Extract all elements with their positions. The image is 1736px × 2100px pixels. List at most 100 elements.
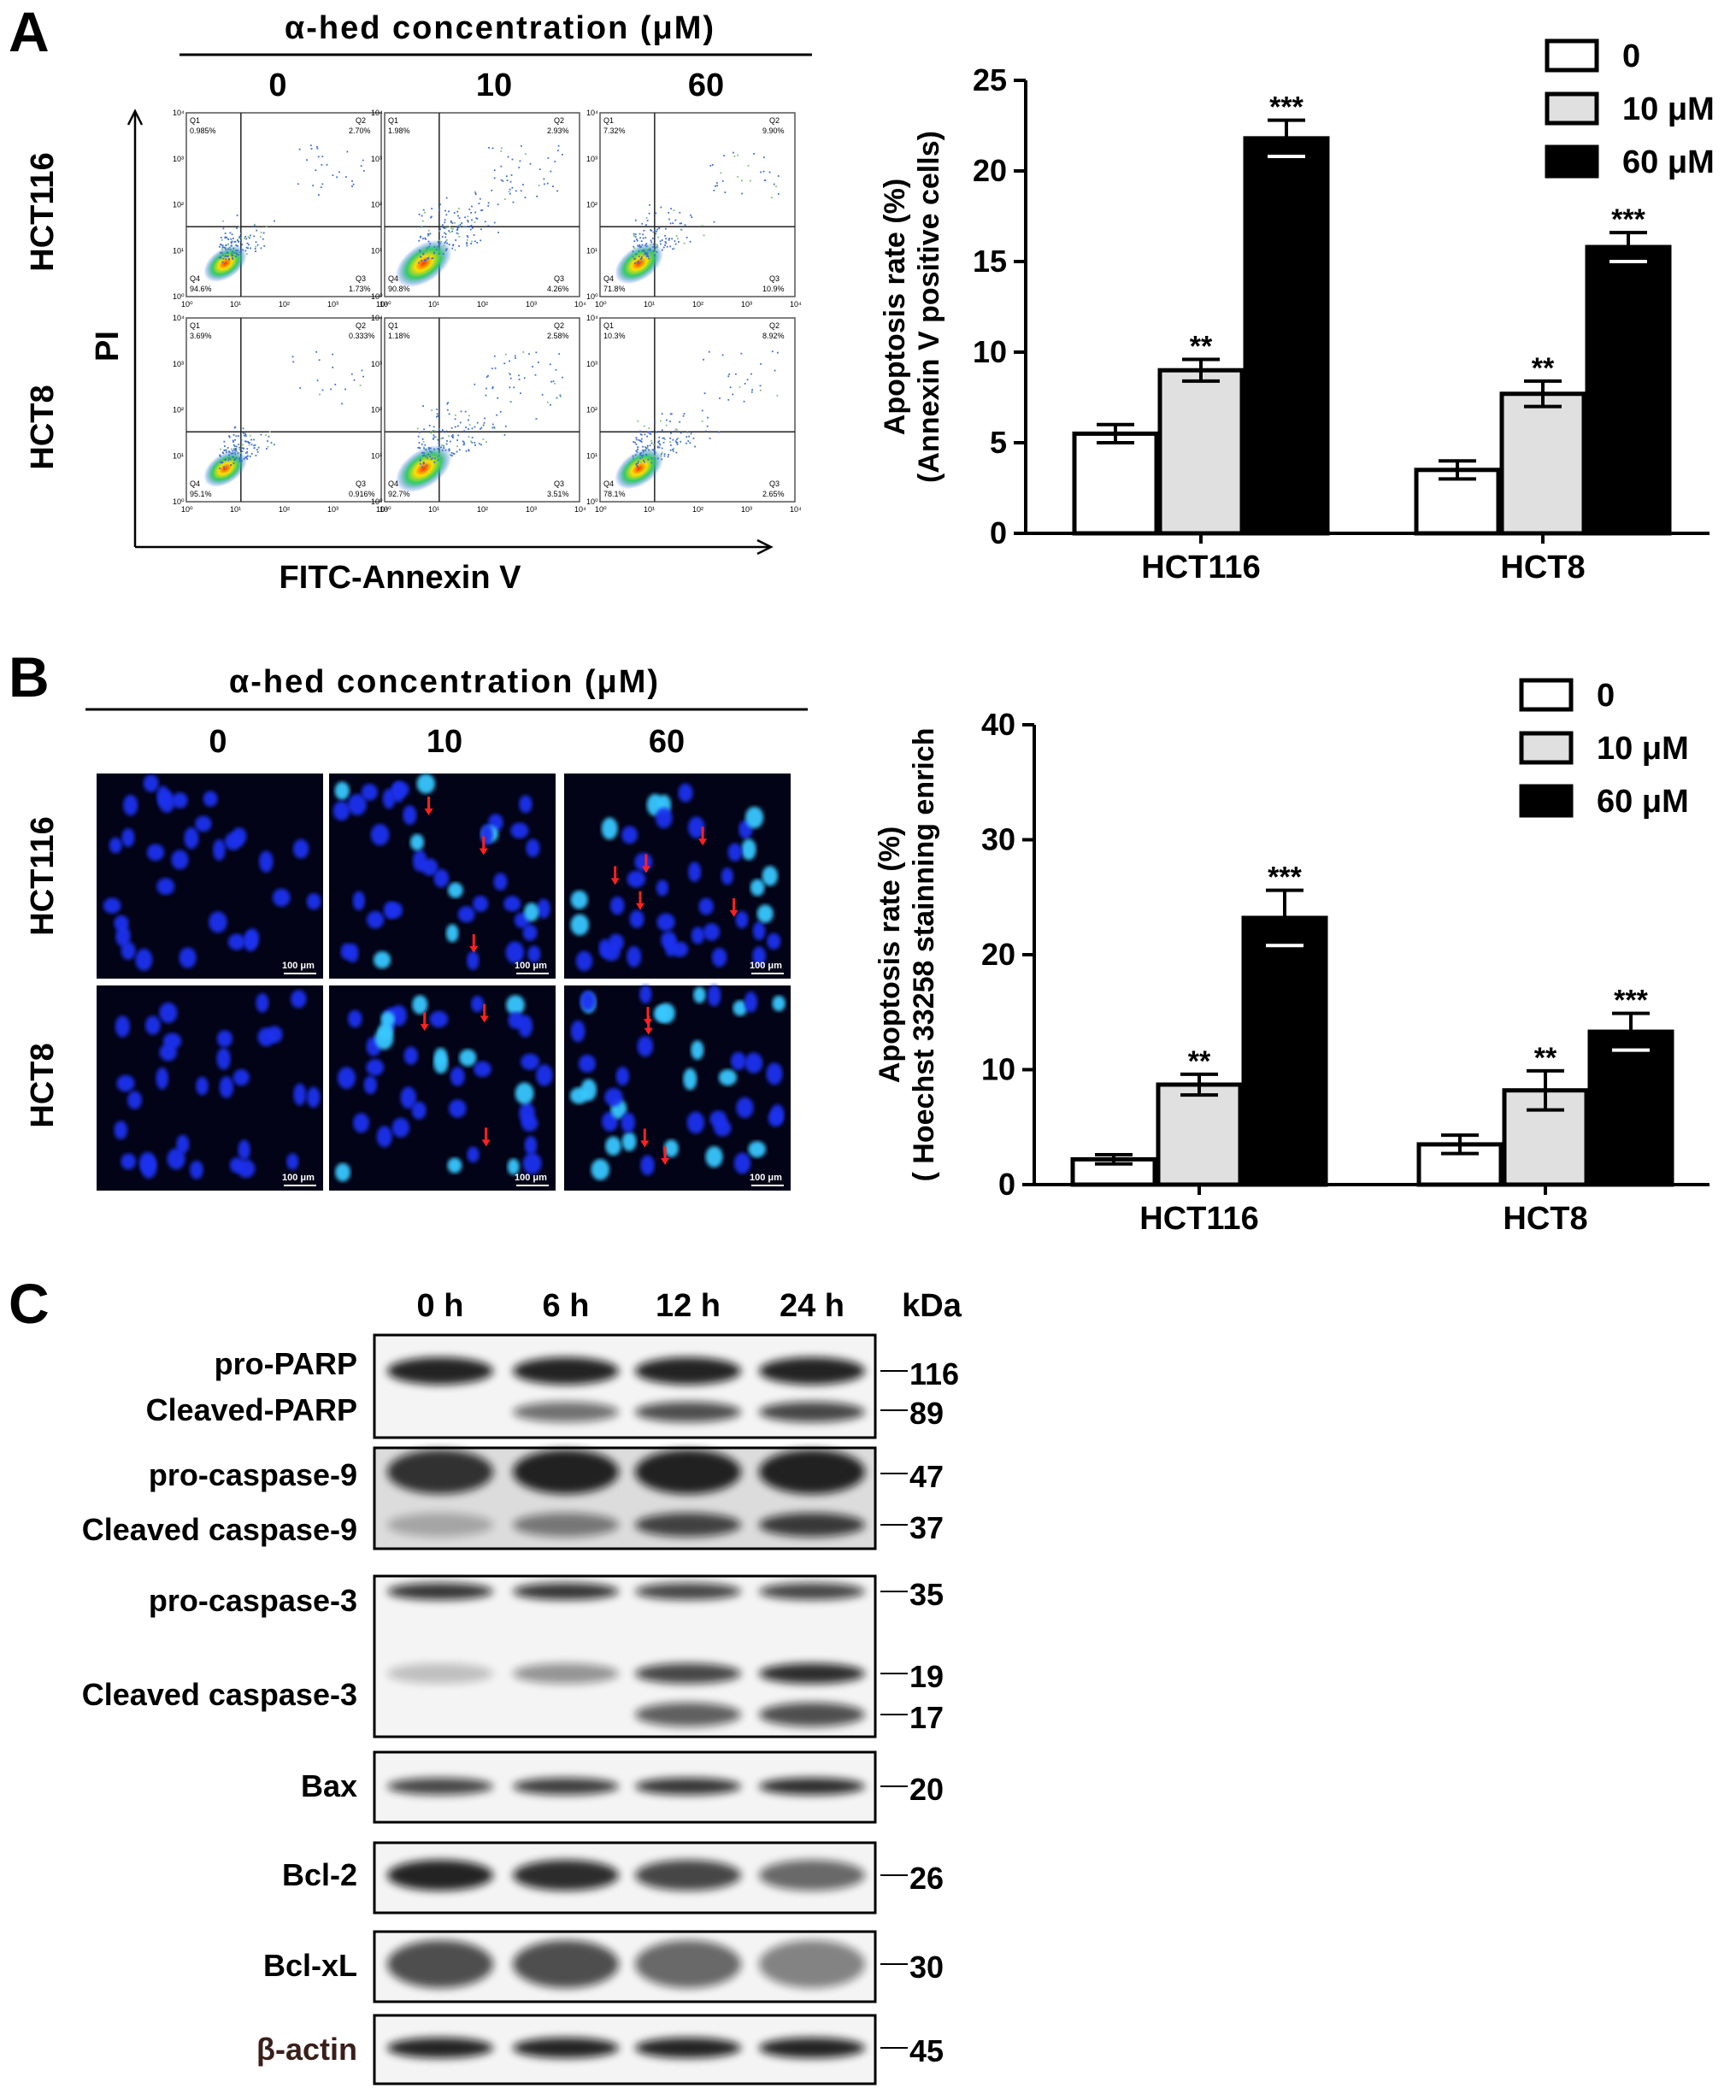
nucleus xyxy=(609,896,625,915)
apoptosis-arrowhead xyxy=(729,909,739,917)
flow-event-dot xyxy=(450,220,452,222)
condensed-nucleus xyxy=(705,1146,723,1168)
flow-event-dot xyxy=(487,374,489,377)
flow-event-dot xyxy=(444,232,447,235)
quadrant-q2-name: Q2 xyxy=(769,116,780,125)
flow-event-dot xyxy=(250,452,253,455)
flow-density-cluster xyxy=(203,450,247,487)
flow-event-dot xyxy=(463,430,465,432)
blot-band xyxy=(759,2038,865,2058)
quadrant-q3-name: Q3 xyxy=(356,274,366,283)
flow-event-dot xyxy=(562,376,564,379)
nucleus xyxy=(627,870,646,888)
flow-event-dot xyxy=(640,245,642,248)
flow-event-dot xyxy=(506,179,509,181)
nucleus xyxy=(184,826,199,850)
nucleus xyxy=(256,993,269,1013)
flow-event-dot xyxy=(650,229,653,232)
nucleus xyxy=(306,892,321,910)
flow-event-dot xyxy=(236,253,238,256)
nucleus xyxy=(580,991,596,1011)
flow-event-dot xyxy=(636,466,638,468)
flow-event-dot xyxy=(429,450,432,453)
panel-b-col-0: 0 xyxy=(209,724,227,760)
flow-event-dot xyxy=(257,446,260,449)
flow-event-dot xyxy=(707,416,709,419)
flow-event-dot xyxy=(421,220,424,222)
blot-band xyxy=(759,1940,865,1988)
flow-y-tick: 10⁴ xyxy=(173,314,185,322)
nucleus xyxy=(503,896,521,912)
condensed-nucleus xyxy=(570,890,588,909)
flow-event-dot xyxy=(720,172,722,174)
hoechst-micrograph-grid: 100 μm 100 μm 100 μm 100 μm 100 μm 100 μm xyxy=(97,774,791,1191)
flow-event-dot xyxy=(444,209,446,212)
chart-category-label: HCT8 xyxy=(1503,1201,1587,1237)
chart-y-tick-label: 10 xyxy=(973,334,1007,369)
flow-event-dot xyxy=(686,436,688,438)
flow-event-dot xyxy=(249,434,251,437)
quadrant-q3-value: 3.51% xyxy=(547,490,569,498)
flow-event-dot xyxy=(732,393,734,396)
time-24h: 24 h xyxy=(780,1288,844,1324)
flow-event-dot xyxy=(647,458,650,461)
flow-event-dot xyxy=(504,353,507,356)
nucleus xyxy=(671,941,689,957)
nucleus xyxy=(678,783,693,803)
flow-event-dot xyxy=(650,244,652,246)
flow-event-dot xyxy=(248,244,250,246)
flow-event-dot xyxy=(438,428,440,431)
flow-event-dot xyxy=(640,456,643,458)
flow-event-dot xyxy=(470,225,473,226)
flow-event-dot xyxy=(475,217,478,220)
flow-event-dot xyxy=(656,250,658,253)
flow-event-dot xyxy=(239,458,242,461)
flow-event-dot xyxy=(483,421,485,424)
flow-event-dot xyxy=(299,386,302,389)
flow-event-dot xyxy=(638,244,641,246)
flow-event-dot xyxy=(661,239,663,241)
flow-event-dot xyxy=(255,245,257,248)
flow-event-dot xyxy=(634,441,637,444)
flow-event-dot xyxy=(701,420,703,422)
nucleus xyxy=(348,1009,362,1028)
flow-event-dot xyxy=(451,434,454,437)
flow-event-dot xyxy=(267,440,268,442)
nucleus xyxy=(735,910,749,929)
label-cleaved-caspase-9: Cleaved caspase-9 xyxy=(82,1512,357,1547)
flow-event-dot xyxy=(420,235,422,238)
flow-y-tick: 10³ xyxy=(371,155,382,163)
flow-event-dot xyxy=(419,460,421,462)
flow-event-dot xyxy=(688,435,691,438)
flow-event-dot xyxy=(762,156,765,158)
flow-event-dot xyxy=(316,379,319,382)
blot-band xyxy=(759,1513,865,1537)
flow-event-dot xyxy=(747,165,750,167)
nucleus xyxy=(391,1117,409,1138)
flow-event-dot xyxy=(669,441,672,443)
flow-event-dot xyxy=(450,227,453,230)
flow-event-dot xyxy=(658,436,661,438)
flow-event-dot xyxy=(646,252,649,255)
quadrant-q3-value: 2.65% xyxy=(762,490,785,498)
flow-event-dot xyxy=(734,373,737,375)
flow-event-dot xyxy=(235,256,237,258)
flow-event-dot xyxy=(684,224,686,226)
nucleus xyxy=(114,1121,128,1140)
flow-event-dot xyxy=(652,231,654,233)
nucleus xyxy=(578,1054,596,1073)
panel-a-y-arrowhead xyxy=(127,109,144,126)
blot-band xyxy=(387,2038,493,2058)
flow-event-dot xyxy=(686,431,689,433)
flow-event-dot xyxy=(733,155,736,157)
quadrant-q3-name: Q3 xyxy=(554,479,564,488)
condensed-nucleus xyxy=(416,774,436,794)
flow-event-dot xyxy=(657,441,659,444)
flow-event-dot xyxy=(221,244,223,246)
flow-event-dot xyxy=(437,241,439,244)
flow-event-dot xyxy=(644,461,645,463)
nucleus xyxy=(752,946,766,966)
nucleus xyxy=(608,933,624,951)
